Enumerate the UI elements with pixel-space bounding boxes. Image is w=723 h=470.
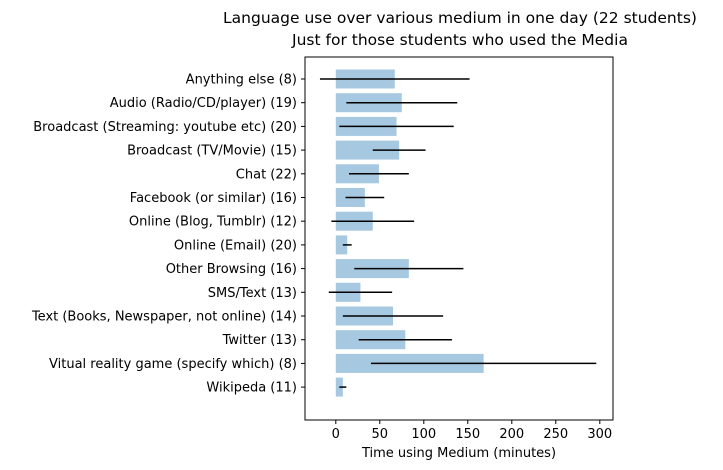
error-bars-layer	[319, 78, 597, 388]
bars-layer	[335, 69, 484, 397]
x-axis-label: Time using Medium (minutes)	[361, 446, 556, 461]
chart-subtitle: Just for those students who used the Med…	[291, 31, 628, 49]
x-tick-label: 200	[499, 427, 524, 442]
bar	[335, 235, 348, 255]
bar	[335, 140, 400, 160]
y-tick-label: Online (Email) (20)	[174, 238, 297, 253]
y-tick-label: Vitual reality game (specify which) (8)	[49, 357, 297, 372]
y-tick-label: Twitter (13)	[222, 333, 297, 348]
y-tick-label: Online (Blog, Tumblr) (12)	[129, 215, 297, 230]
y-axis: Anything else (8) Audio (Radio/CD/player)…	[31, 73, 305, 396]
x-tick-label: 250	[543, 427, 568, 442]
x-axis: 0 50 100 150 200 250 300	[332, 420, 612, 442]
y-tick-label: Other Browsing (16)	[166, 262, 297, 277]
x-tick-label: 100	[411, 427, 436, 442]
y-tick-label: Broadcast (Streaming: youtube etc) (20)	[33, 120, 297, 135]
y-tick-label: Text (Books, Newspaper, not online) (14)	[31, 310, 297, 325]
x-tick-label: 150	[455, 427, 480, 442]
y-tick-label: Audio (Radio/CD/player) (19)	[110, 96, 297, 111]
y-tick-label: Broadcast (TV/Movie) (15)	[127, 144, 297, 159]
y-tick-label: SMS/Text (13)	[208, 286, 297, 301]
x-tick-label: 300	[587, 427, 612, 442]
y-tick-label: Wikipeda (11)	[206, 381, 297, 396]
x-tick-label: 50	[372, 427, 389, 442]
x-tick-label: 0	[332, 427, 340, 442]
plot-frame	[304, 56, 614, 421]
chart-title: Language use over various medium in one …	[223, 9, 697, 27]
y-tick-label: Anything else (8)	[186, 73, 297, 88]
y-tick-label: Facebook (or similar) (16)	[130, 191, 297, 206]
y-tick-label: Chat (22)	[236, 167, 297, 182]
